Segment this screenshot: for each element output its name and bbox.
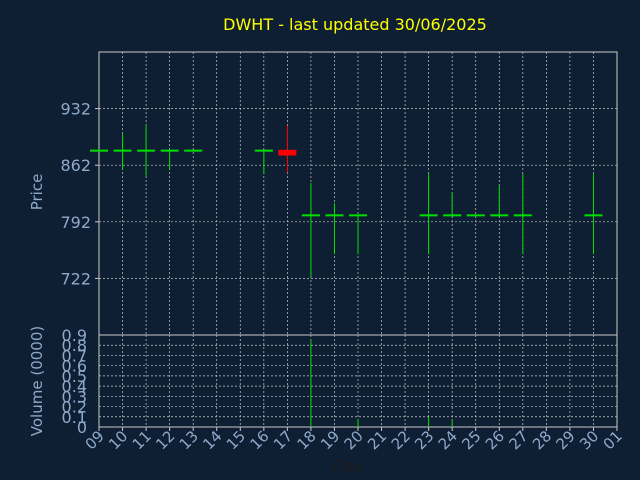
candle xyxy=(137,124,156,176)
volume-panel: 00.10.20.30.40.50.60.70.80.9 xyxy=(62,326,618,437)
x-tick-label: 12 xyxy=(152,427,178,453)
candle-body xyxy=(466,214,485,217)
candle xyxy=(254,149,273,175)
candle-body xyxy=(325,214,344,217)
candle xyxy=(113,133,132,171)
candle-body xyxy=(254,149,273,152)
candle-body xyxy=(113,149,132,152)
candle xyxy=(325,203,344,255)
x-tick-label: 01 xyxy=(600,427,626,453)
candle xyxy=(419,173,438,255)
candle xyxy=(160,149,179,170)
candle-body xyxy=(443,214,462,217)
candle-body xyxy=(90,149,108,152)
candle-body xyxy=(184,149,203,152)
volume-tick-label: 0.2 xyxy=(62,398,87,417)
volume-tick-label: 0.3 xyxy=(62,387,87,406)
price-grid xyxy=(99,52,617,335)
x-tick-label: 16 xyxy=(246,427,272,453)
candle xyxy=(490,185,509,217)
volume-axis-label: Volume (0000) xyxy=(28,326,46,436)
x-tick-label: 15 xyxy=(223,427,249,453)
price-tick-label: 862 xyxy=(60,156,91,175)
x-tick-label: 25 xyxy=(458,427,484,453)
price-panel: 722 792 862 932 xyxy=(60,51,618,336)
candle xyxy=(90,149,108,152)
x-tick-label: 23 xyxy=(411,427,437,453)
volume-grid xyxy=(99,335,617,427)
x-tick-label: 10 xyxy=(105,427,131,453)
x-tick-label: 28 xyxy=(529,427,555,453)
candle xyxy=(349,214,367,255)
x-tick-label: 11 xyxy=(129,427,155,453)
x-tick-label: 21 xyxy=(364,427,390,453)
x-tick-label: 27 xyxy=(505,427,531,453)
x-tick-label: 19 xyxy=(317,427,343,453)
candle-body xyxy=(278,149,297,156)
candle xyxy=(443,192,462,217)
price-tick-labels: 722 792 862 932 xyxy=(60,100,99,288)
candle-body xyxy=(584,214,603,217)
x-tick-label: 18 xyxy=(294,427,320,453)
volume-tick-labels: 00.10.20.30.40.50.60.70.80.9 xyxy=(62,326,87,437)
volume-tick-label: 0.5 xyxy=(62,367,87,386)
x-tick-label: 29 xyxy=(553,427,579,453)
candle xyxy=(466,214,485,217)
x-tick-label: 13 xyxy=(176,427,202,453)
price-tick-label: 792 xyxy=(60,213,91,232)
candle-body xyxy=(490,214,509,217)
volume-tick-label: 0 xyxy=(77,418,87,437)
candle xyxy=(184,149,203,152)
volume-tick-label: 0.7 xyxy=(62,346,87,365)
x-tick-labels: 0910111213141516171819202122232425262728… xyxy=(82,427,626,453)
price-tick-label: 722 xyxy=(60,269,91,288)
volume-bars xyxy=(122,340,594,427)
candle-body xyxy=(137,149,156,152)
candles xyxy=(90,124,603,277)
x-tick-label: 17 xyxy=(270,427,296,453)
x-axis-label: Day xyxy=(333,457,363,475)
candle xyxy=(301,182,320,277)
volume-tick-label: 0.6 xyxy=(62,357,87,376)
volume-tick-label: 0.4 xyxy=(62,377,87,396)
x-tick-label: 30 xyxy=(576,427,602,453)
x-tick-label: 24 xyxy=(435,427,461,453)
x-tick-label: 22 xyxy=(388,427,414,453)
candle xyxy=(513,174,532,255)
candle xyxy=(278,125,297,173)
candle xyxy=(584,174,603,255)
volume-tick-label: 0.8 xyxy=(62,336,87,355)
candle-body xyxy=(349,214,367,217)
candle-body xyxy=(419,214,438,217)
candle-body xyxy=(513,214,532,217)
volume-tick-label: 0.9 xyxy=(62,326,87,345)
volume-tick-label: 0.1 xyxy=(62,408,87,427)
price-axis-label: Price xyxy=(28,174,46,211)
candle-body xyxy=(301,214,320,217)
x-tick-label: 20 xyxy=(341,427,367,453)
candle-body xyxy=(160,149,179,152)
chart-title: DWHT - last updated 30/06/2025 xyxy=(223,15,487,34)
x-tick-label: 14 xyxy=(199,427,225,453)
x-tick-label: 26 xyxy=(482,427,508,453)
price-tick-label: 932 xyxy=(60,100,91,119)
